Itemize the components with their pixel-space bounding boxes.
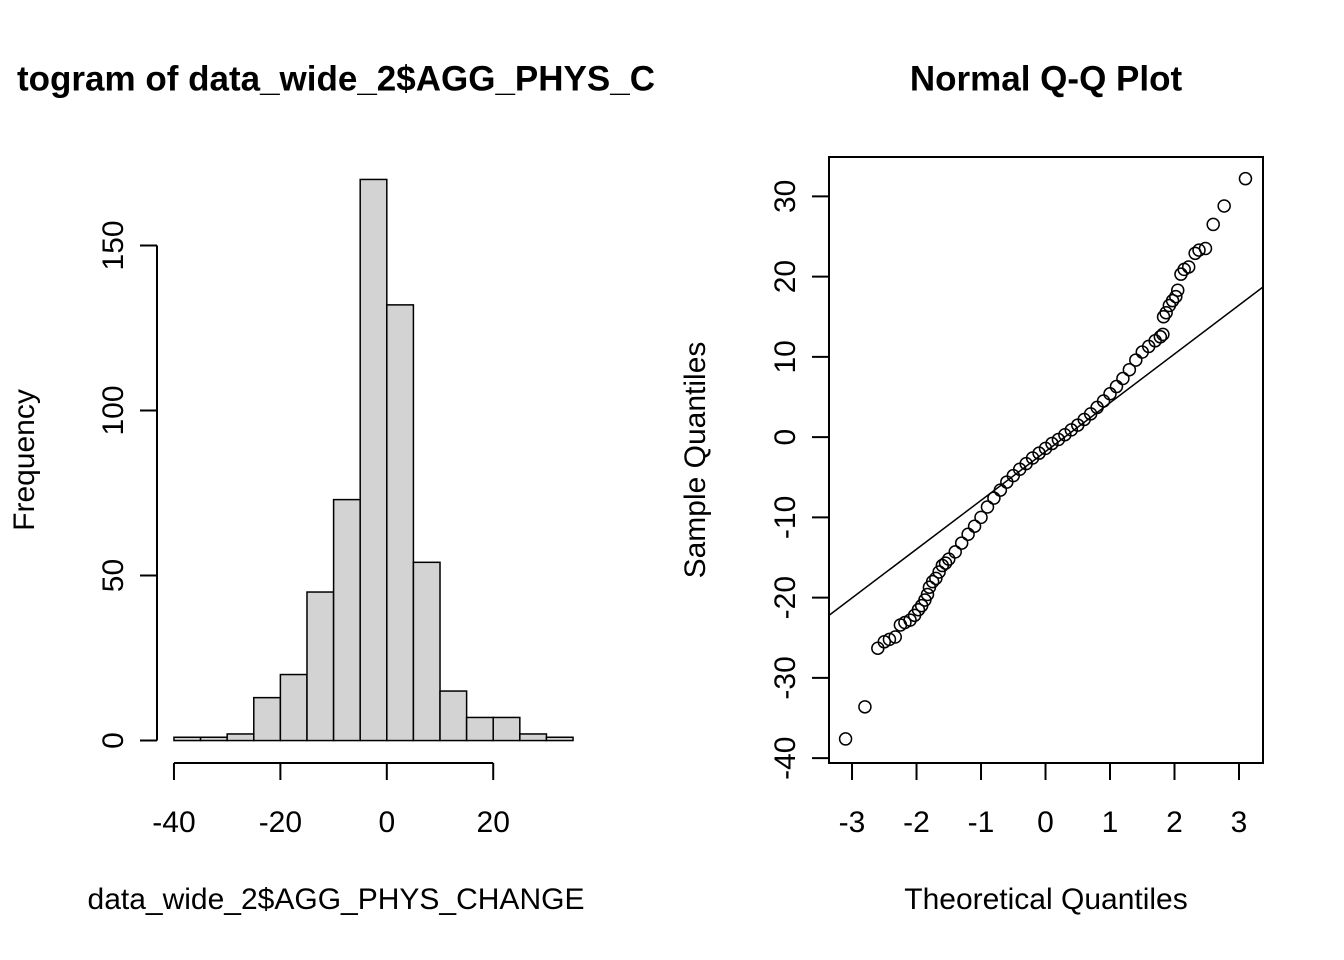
- point: [980, 500, 995, 514]
- bar: [173, 736, 202, 742]
- y-tick-label: 150: [97, 220, 130, 270]
- bar: [439, 690, 468, 742]
- point: [1109, 379, 1124, 394]
- plot-frame: [828, 156, 1264, 764]
- point: [967, 519, 982, 533]
- point: [1169, 289, 1183, 304]
- bar: [492, 716, 521, 742]
- x-tick-label: -2: [903, 806, 930, 839]
- point: [882, 632, 897, 647]
- point: [1165, 293, 1180, 308]
- point: [1153, 330, 1168, 344]
- y-tick-label: 50: [97, 559, 130, 592]
- x-tick-label: 3: [1231, 806, 1248, 839]
- y-tick-label: 10: [769, 340, 802, 373]
- bar: [253, 696, 282, 742]
- bar: [306, 591, 335, 742]
- chart-title: Normal Q-Q Plot: [910, 59, 1183, 98]
- x-axis-label: data_wide_2$AGG_PHYS_CHANGE: [88, 883, 585, 916]
- point: [920, 587, 935, 602]
- point: [888, 630, 902, 644]
- x-axis-label: Theoretical Quantiles: [904, 883, 1187, 916]
- x-tick-label: 0: [1037, 806, 1054, 839]
- point: [1156, 327, 1170, 342]
- x-tick-label: 0: [378, 806, 395, 839]
- bar: [226, 733, 255, 742]
- bar: [519, 733, 548, 742]
- x-tick-label: 2: [1166, 806, 1183, 839]
- x-tick-label: -40: [152, 806, 195, 839]
- x-tick-label: 20: [477, 806, 510, 839]
- point: [1192, 243, 1206, 257]
- point: [1103, 387, 1117, 401]
- point: [1198, 241, 1213, 256]
- bar: [412, 561, 441, 742]
- point: [838, 732, 853, 746]
- bar: [359, 178, 388, 742]
- point: [903, 613, 917, 627]
- point: [932, 565, 946, 579]
- point: [1096, 394, 1111, 408]
- point: [961, 527, 975, 541]
- point: [954, 536, 969, 550]
- point: [871, 641, 885, 655]
- qq-line: [828, 286, 1264, 616]
- y-tick-label: 0: [769, 429, 802, 446]
- bar: [545, 736, 574, 742]
- bar: [386, 304, 415, 742]
- y-tick-label: 30: [769, 180, 802, 213]
- x-tick-label: -3: [839, 806, 866, 839]
- point: [948, 545, 962, 559]
- bar: [465, 716, 494, 742]
- point: [974, 510, 988, 525]
- point: [1116, 371, 1130, 386]
- y-tick-label: 20: [769, 260, 802, 293]
- y-tick-label: -20: [769, 576, 802, 619]
- bar: [332, 498, 361, 742]
- bar: [279, 673, 308, 742]
- x-tick-label: -20: [259, 806, 302, 839]
- point: [911, 602, 926, 617]
- bar: [199, 736, 228, 742]
- y-tick-label: 100: [97, 385, 130, 435]
- point: [938, 556, 953, 570]
- point: [1156, 309, 1171, 324]
- point: [1238, 171, 1253, 186]
- point: [1129, 353, 1143, 367]
- point: [1181, 260, 1196, 274]
- point: [929, 571, 943, 586]
- point: [925, 574, 940, 589]
- point: [1217, 199, 1231, 213]
- point: [1159, 305, 1173, 320]
- point: [987, 491, 1001, 505]
- point: [1170, 283, 1185, 297]
- point: [1122, 362, 1137, 377]
- y-axis-label: Sample Quantiles: [679, 342, 712, 579]
- point: [858, 700, 872, 714]
- x-tick-label: -1: [968, 806, 995, 839]
- point: [1000, 475, 1014, 489]
- y-tick-label: 0: [97, 732, 130, 749]
- y-axis-label: Frequency: [8, 389, 41, 531]
- y-tick-label: -10: [769, 496, 802, 539]
- y-tick-label: -40: [769, 737, 802, 780]
- point: [942, 552, 956, 566]
- point: [993, 483, 1008, 497]
- point: [1206, 217, 1220, 232]
- y-tick-label: -30: [769, 656, 802, 699]
- chart-title: togram of data_wide_2$AGG_PHYS_C: [17, 59, 655, 98]
- x-tick-label: 1: [1102, 806, 1119, 839]
